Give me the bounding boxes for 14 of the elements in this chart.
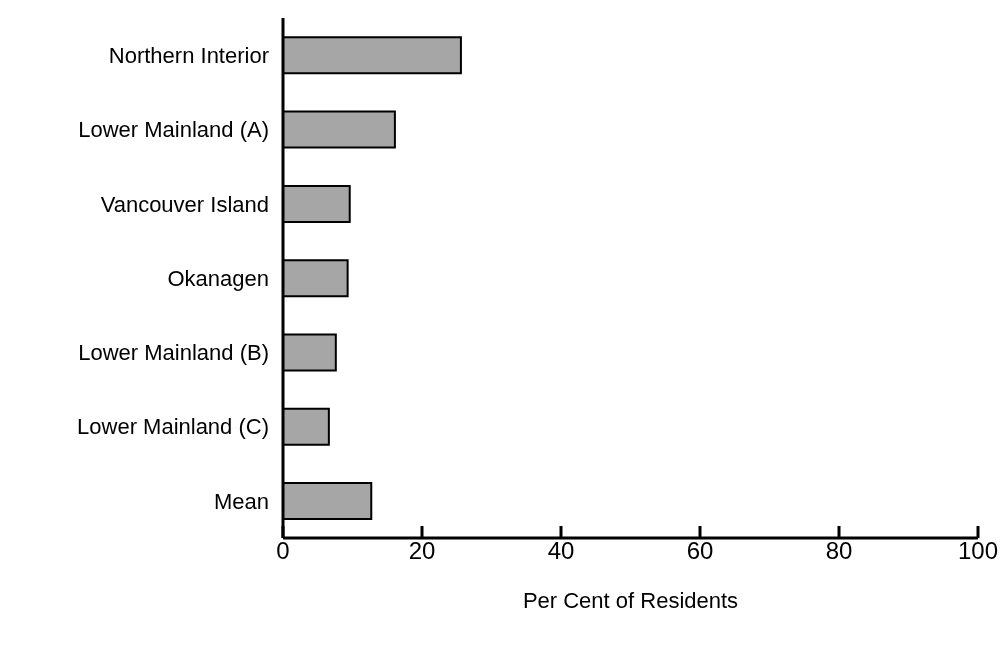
x-tick-label: 60 (686, 537, 714, 565)
x-tick-label: 20 (408, 537, 436, 565)
x-axis-title: Per Cent of Residents (522, 588, 739, 613)
y-tick-label: Okanagen (167, 265, 269, 291)
y-tick-label: Lower Mainland (C) (77, 414, 269, 440)
x-tick-label: 80 (825, 537, 853, 565)
x-tick-label: 0 (276, 537, 290, 565)
x-tick-label: 100 (957, 537, 999, 565)
y-tick-label: Lower Mainland (B) (78, 340, 269, 366)
y-tick-label: Mean (213, 488, 269, 514)
y-tick-label: Lower Mainland (A) (78, 117, 269, 143)
y-tick-label: Vancouver Island (100, 191, 269, 217)
x-tick-label: 40 (547, 537, 575, 565)
y-tick-label: Northern Interior (108, 42, 269, 68)
